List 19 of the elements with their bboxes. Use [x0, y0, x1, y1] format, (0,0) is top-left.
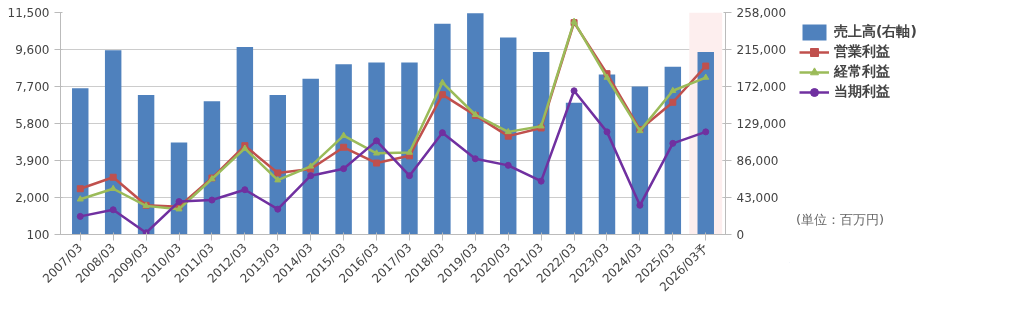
y2-tick-label: 215,000 [736, 43, 787, 57]
text: (単位：百万円) [795, 212, 885, 228]
y-tick-label: 2,000 [15, 191, 50, 205]
y-tick-label: 3,900 [15, 154, 50, 168]
legend-label: 経常利益 [834, 63, 890, 81]
y2-tick-label: 258,000 [736, 6, 787, 20]
legend-label: 営業利益 [834, 43, 890, 61]
legend-label: 売上高(右軸) [834, 23, 917, 41]
legend-label: 当期利益 [834, 83, 890, 101]
y2-tick-label: 0 [736, 228, 745, 242]
y-tick-label: 5,800 [15, 117, 50, 131]
y-tick-label: 11,500 [7, 6, 50, 20]
y2-tick-label: 172,000 [736, 80, 787, 94]
y2-tick-label: 86,000 [736, 154, 779, 168]
y-tick-label: 7,700 [15, 80, 50, 94]
y2-tick-label: 129,000 [736, 117, 787, 131]
y-tick-label: 9,600 [15, 43, 50, 57]
y-tick-label: 100 [26, 228, 50, 242]
y2-tick-label: 43,000 [736, 191, 779, 205]
